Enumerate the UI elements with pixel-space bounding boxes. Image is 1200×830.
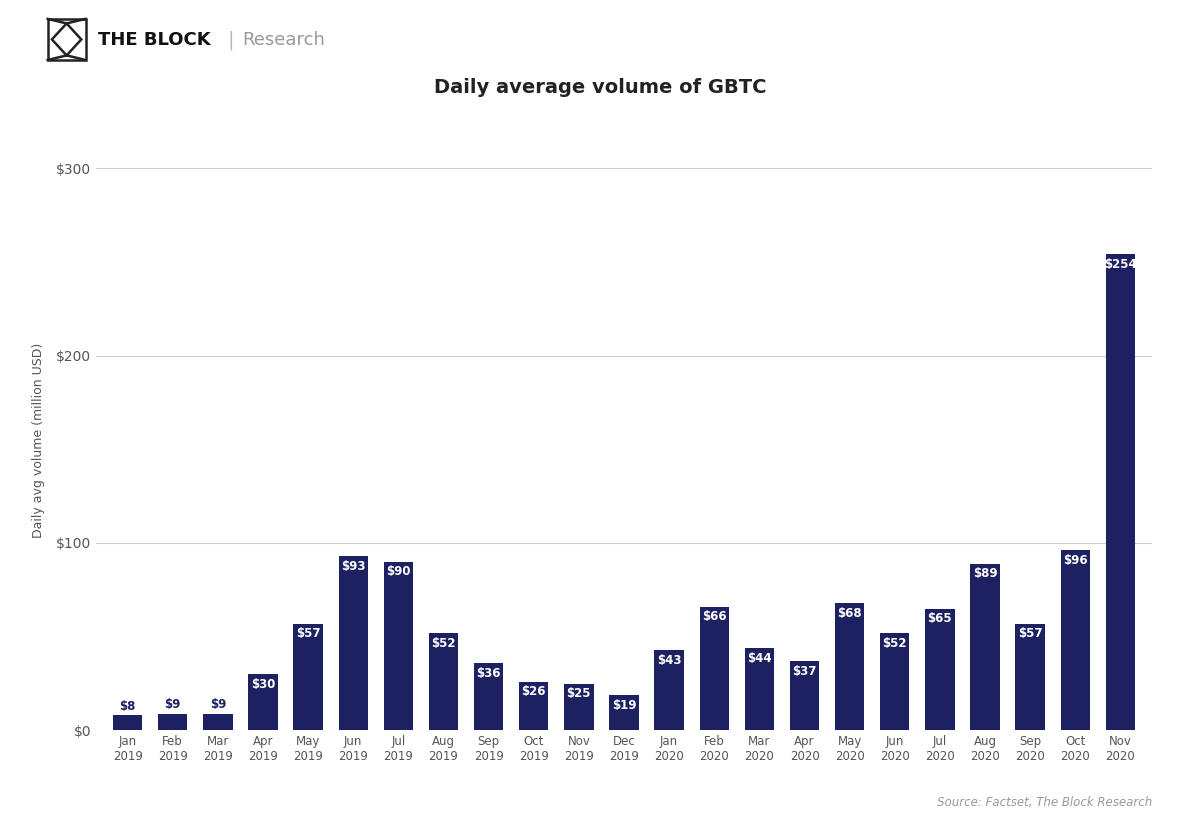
Bar <box>294 623 323 730</box>
Bar <box>1015 623 1045 730</box>
Bar <box>338 556 368 730</box>
Bar <box>700 607 728 730</box>
Text: $52: $52 <box>431 637 456 650</box>
Bar <box>1061 550 1090 730</box>
Bar <box>745 648 774 730</box>
Text: $68: $68 <box>838 607 862 620</box>
Text: $44: $44 <box>748 652 772 665</box>
Text: $9: $9 <box>210 698 226 710</box>
Text: $8: $8 <box>120 700 136 713</box>
Bar <box>971 564 1000 730</box>
Bar <box>835 603 864 730</box>
Text: $96: $96 <box>1063 554 1087 567</box>
Bar <box>610 695 638 730</box>
Text: Daily average volume of GBTC: Daily average volume of GBTC <box>433 78 767 96</box>
Bar <box>520 681 548 730</box>
Bar <box>384 562 413 730</box>
Text: $30: $30 <box>251 678 275 691</box>
Text: Research: Research <box>242 31 325 49</box>
Text: $65: $65 <box>928 613 953 625</box>
Text: $9: $9 <box>164 698 181 710</box>
Text: $93: $93 <box>341 560 366 573</box>
Text: |: | <box>227 30 234 50</box>
Text: $52: $52 <box>882 637 907 650</box>
Bar <box>880 633 910 730</box>
Text: $89: $89 <box>973 568 997 580</box>
Bar <box>203 714 233 730</box>
Text: Source: Factset, The Block Research: Source: Factset, The Block Research <box>937 796 1152 809</box>
Text: $19: $19 <box>612 699 636 711</box>
Bar <box>1105 254 1135 730</box>
Bar <box>428 633 458 730</box>
Text: $43: $43 <box>656 653 682 666</box>
Y-axis label: Daily avg volume (million USD): Daily avg volume (million USD) <box>31 342 44 538</box>
Text: $26: $26 <box>522 686 546 698</box>
Bar <box>790 661 820 730</box>
Text: THE BLOCK: THE BLOCK <box>98 31 211 49</box>
Text: $25: $25 <box>566 687 592 701</box>
Bar <box>248 674 277 730</box>
Text: $66: $66 <box>702 610 726 623</box>
Text: $254: $254 <box>1104 258 1136 271</box>
Text: $57: $57 <box>296 627 320 640</box>
Bar <box>474 663 503 730</box>
Bar <box>925 608 954 730</box>
Bar <box>158 714 187 730</box>
Text: $36: $36 <box>476 666 500 680</box>
Text: $90: $90 <box>386 565 410 579</box>
Bar <box>654 650 684 730</box>
Bar <box>113 715 143 730</box>
Bar <box>564 684 594 730</box>
Text: $37: $37 <box>792 665 817 678</box>
Text: $57: $57 <box>1018 627 1043 640</box>
